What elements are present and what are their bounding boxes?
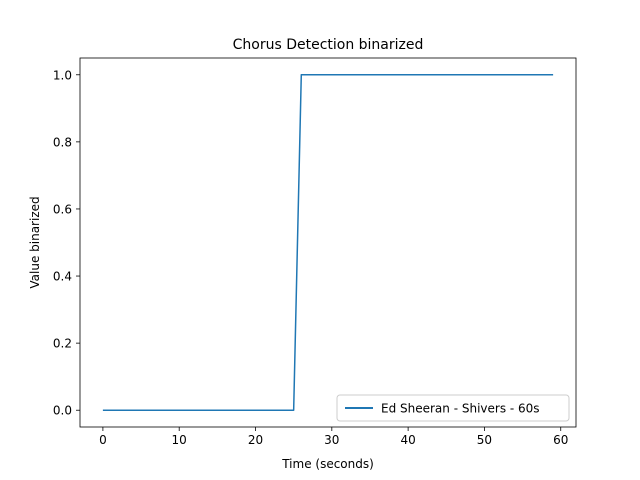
- x-tick-label: 60: [553, 433, 568, 447]
- x-axis-label: Time (seconds): [281, 457, 374, 471]
- x-tick-label: 10: [172, 433, 187, 447]
- plot-frame: [79, 57, 577, 428]
- y-axis: 0.0 0.2 0.4 0.6 0.8 1.0: [53, 68, 80, 418]
- legend-box: [336, 394, 570, 422]
- x-tick-label: 50: [477, 433, 492, 447]
- y-tick-label: 0.0: [53, 404, 72, 418]
- x-tick-label: 30: [324, 433, 339, 447]
- y-tick-label: 0.6: [53, 202, 72, 216]
- x-tick-label: 20: [248, 433, 263, 447]
- y-tick-label: 1.0: [53, 68, 72, 82]
- series-line-0: [102, 74, 554, 411]
- y-axis-label: Value binarized: [28, 196, 42, 288]
- series-layer: [102, 74, 554, 411]
- legend-label: Ed Sheeran - Shivers - 60s: [381, 402, 540, 416]
- x-tick-label: 40: [400, 433, 415, 447]
- y-tick-label: 0.4: [53, 270, 72, 284]
- y-tick-label: 0.2: [53, 337, 72, 351]
- x-tick-label: 0: [99, 433, 107, 447]
- chart-title: Chorus Detection binarized: [233, 37, 424, 53]
- legend: Ed Sheeran - Shivers - 60s: [336, 394, 570, 422]
- y-tick-label: 0.8: [53, 135, 72, 149]
- x-axis: 0 10 20 30 40 50 60: [99, 427, 568, 447]
